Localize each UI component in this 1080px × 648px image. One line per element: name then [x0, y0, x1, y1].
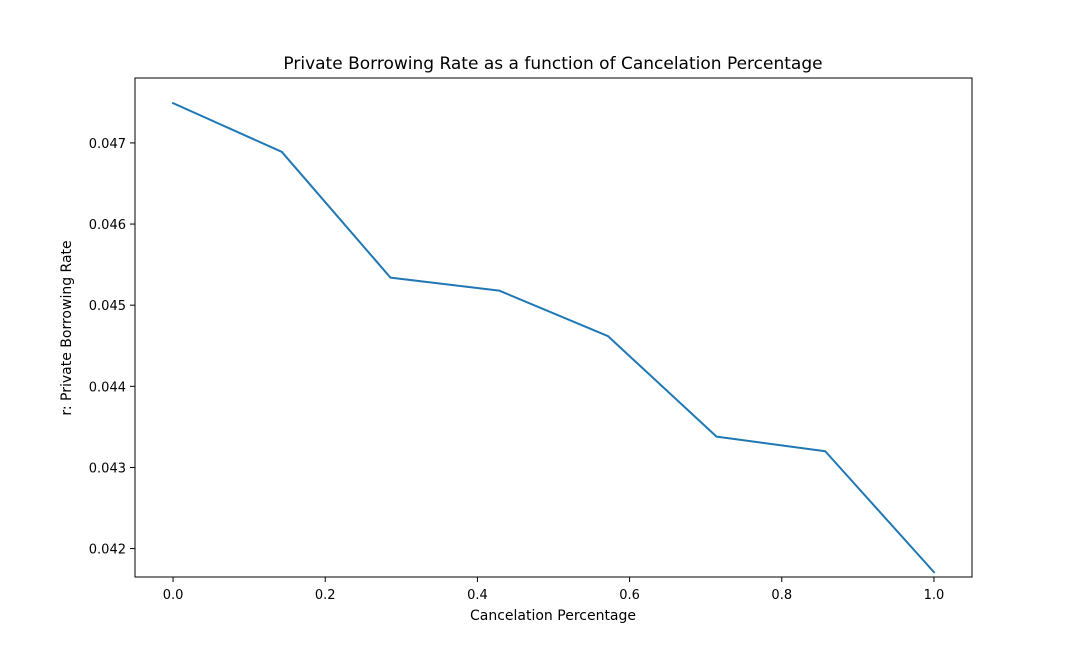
x-tick-label: 0.4	[467, 588, 488, 603]
y-tick-label: 0.046	[89, 218, 126, 233]
y-tick-label: 0.047	[89, 137, 126, 152]
series-line-0	[171, 101, 936, 574]
x-tick-label: 1.0	[924, 588, 945, 603]
y-tick-label: 0.042	[89, 543, 126, 558]
y-axis-label: r: Private Borrowing Rate	[59, 240, 75, 415]
x-axis-label: Cancelation Percentage	[470, 608, 636, 624]
chart-title: Private Borrowing Rate as a function of …	[283, 54, 822, 74]
x-tick-label: 0.2	[315, 588, 336, 603]
x-tick-label: 0.8	[771, 588, 792, 603]
axes-frame	[134, 77, 973, 578]
x-tick-label: 0.6	[619, 588, 640, 603]
y-tick-label: 0.045	[89, 299, 126, 314]
y-tick-label: 0.043	[89, 461, 126, 476]
x-tick-label: 0.0	[163, 588, 184, 603]
plot-area: 0.0 0.2 0.4 0.6 0.8 1.0 0.042 0.043 0.044 0.045 0.…	[89, 77, 973, 603]
y-tick-label: 0.044	[89, 380, 126, 395]
